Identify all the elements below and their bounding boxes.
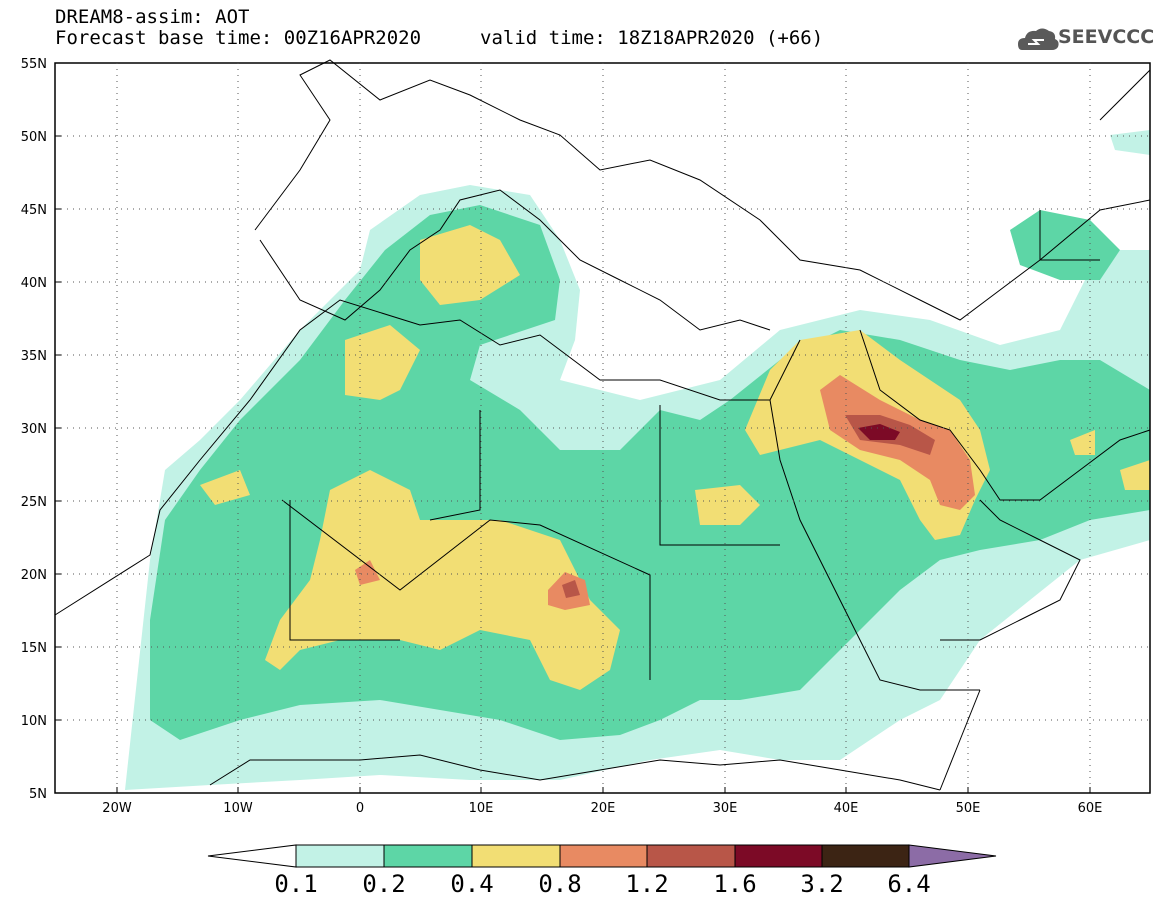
colorbar-label: 0.1 (274, 870, 318, 898)
colorbar-label: 6.4 (887, 870, 931, 898)
colorbar-over-triangle (908, 844, 997, 868)
colorbar-label: 3.2 (800, 870, 844, 898)
colorbar-segment (559, 844, 648, 868)
y-tick-label: 50N (21, 130, 47, 145)
y-tick-label: 45N (21, 203, 47, 218)
colorbar-segment (295, 844, 385, 868)
y-tick-label: 25N (21, 495, 47, 510)
colorbar-label: 0.2 (362, 870, 406, 898)
coastlines (54, 59, 1151, 791)
x-tick-label: 10W (223, 801, 253, 816)
valid-time: valid time: 18Z18APR2020 (+66) (480, 27, 824, 49)
y-tick-label: 15N (21, 641, 47, 656)
colorbar-label: 1.6 (713, 870, 757, 898)
colorbar-segment (734, 844, 823, 868)
aot-contours (125, 130, 1150, 790)
y-tick-label: 30N (21, 422, 47, 437)
y-tick-label: 5N (29, 787, 47, 802)
logo-text: SEEVCCC (1058, 26, 1155, 48)
x-tick-label: 20E (591, 801, 616, 816)
x-tick-label: 50E (956, 801, 981, 816)
x-axis-labels: 20W 10W 0 10E 20E 30E 40E 50E 60E (102, 801, 1102, 816)
y-tick-label: 40N (21, 276, 47, 291)
x-tick-label: 20W (102, 801, 132, 816)
colorbar-segment (646, 844, 736, 868)
y-tick-label: 20N (21, 568, 47, 583)
cloud-icon (1018, 28, 1059, 50)
grid-lines (55, 63, 1150, 793)
colorbar-label: 0.4 (450, 870, 494, 898)
colorbar-segment (471, 844, 561, 868)
x-tick-label: 10E (469, 801, 494, 816)
forecast-base-time: Forecast base time: 00Z16APR2020 (55, 27, 422, 49)
map-title: DREAM8-assim: AOT (55, 6, 250, 28)
y-axis-labels: 55N 50N 45N 40N 35N 30N 25N 20N 15N 10N … (21, 57, 47, 802)
colorbar (207, 844, 997, 868)
x-tick-label: 0 (356, 801, 364, 816)
colorbar-label: 0.8 (538, 870, 582, 898)
x-tick-label: 30E (713, 801, 738, 816)
colorbar-segment (383, 844, 473, 868)
colorbar-label: 1.2 (625, 870, 669, 898)
x-tick-label: 40E (834, 801, 859, 816)
x-tick-label: 60E (1078, 801, 1103, 816)
tick-marks (55, 62, 1091, 793)
colorbar-segment (821, 844, 910, 868)
y-tick-label: 55N (21, 57, 47, 72)
y-tick-label: 10N (21, 714, 47, 729)
y-tick-label: 35N (21, 349, 47, 364)
colorbar-under-triangle (207, 844, 297, 868)
